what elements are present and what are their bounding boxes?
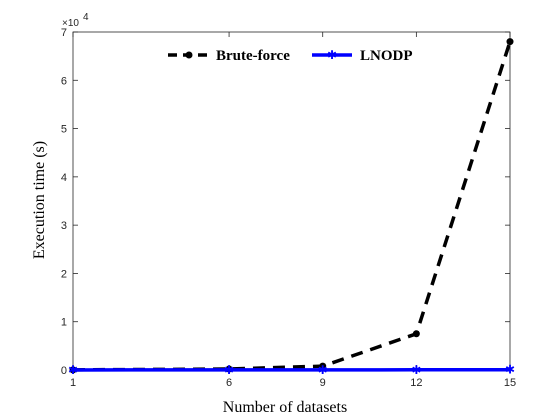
- y-tick-label: 2: [61, 268, 67, 280]
- data-point-brute-force: [319, 362, 327, 370]
- x-tick-label: 6: [226, 377, 232, 389]
- x-tick-label: 9: [320, 377, 326, 389]
- data-point-brute-force: [412, 330, 420, 338]
- y-exponent-power: 4: [83, 12, 89, 23]
- data-point-lnodp: ✱: [318, 363, 328, 377]
- data-point-lnodp: ✱: [68, 363, 78, 377]
- y-tick-label: 5: [61, 124, 67, 136]
- x-tick-label: 15: [504, 377, 516, 389]
- data-point-brute-force: [506, 38, 514, 46]
- x-axis-title: Number of datasets: [223, 399, 347, 416]
- series-layer: ✱ ✱ ✱ ✱ ✱: [68, 38, 515, 377]
- legend-brute-force-label: Brute-force: [216, 48, 290, 64]
- x-tick-label: 1: [70, 377, 76, 389]
- y-exponent-base: ×10: [62, 18, 79, 29]
- legend-lnodp-marker: ✱: [327, 48, 337, 62]
- y-tick-label: 3: [61, 220, 67, 232]
- y-tick-label: 4: [61, 172, 67, 184]
- y-tick-label: 1: [61, 317, 67, 329]
- y-axis-title: Execution time (s): [31, 141, 48, 259]
- data-point-lnodp: ✱: [505, 363, 515, 377]
- legend: Brute-force ✱ LNODP: [168, 48, 413, 64]
- legend-brute-force-marker: [185, 51, 193, 59]
- data-point-lnodp: ✱: [224, 363, 234, 377]
- y-tick-label: 0: [61, 365, 67, 377]
- data-point-lnodp: ✱: [411, 363, 421, 377]
- legend-lnodp-label: LNODP: [360, 48, 413, 64]
- y-tick-label: 6: [61, 75, 67, 87]
- plot-area: [72, 31, 511, 371]
- y-tick-label: 7: [61, 27, 67, 39]
- x-tick-label: 12: [410, 377, 422, 389]
